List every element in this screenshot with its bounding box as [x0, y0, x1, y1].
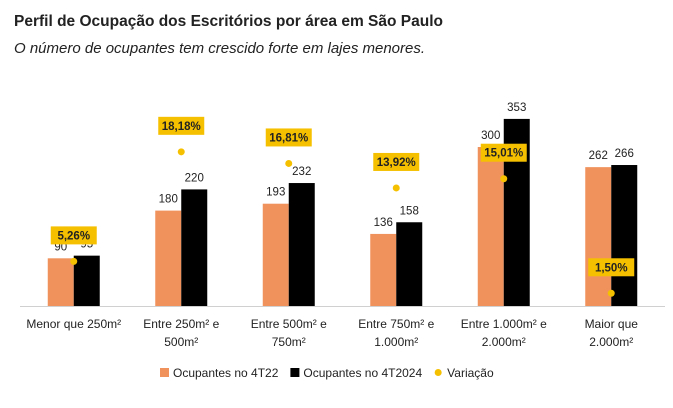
variation-label: 13,92%: [377, 157, 416, 169]
bar-label-4t2024: 220: [185, 172, 204, 184]
bar-label-4t22: 300: [481, 130, 500, 142]
variation-point: [392, 184, 400, 192]
variation-label: 15,01%: [484, 148, 523, 160]
bar-4t2024: [611, 165, 638, 306]
legend-swatch-variacao: [434, 369, 442, 376]
bar-4t2024: [73, 255, 100, 306]
bar-4t22: [155, 210, 182, 306]
bar-4t22: [585, 167, 612, 306]
variation-point: [285, 159, 293, 167]
variation-label: 16,81%: [269, 132, 308, 144]
bar-label-4t22: 180: [159, 194, 178, 206]
bar-4t22: [47, 258, 74, 306]
variation-point: [177, 148, 185, 156]
x-tick-label: 2.000m²: [482, 335, 526, 349]
chart-subtitle: O número de ocupantes tem crescido forte…: [14, 40, 426, 57]
variation-label-box: [265, 128, 312, 147]
x-tick-label: Menor que 250m²: [26, 317, 121, 331]
x-tick-label: Maior que: [585, 317, 639, 331]
x-tick-label: Entre 250m² e: [143, 317, 219, 331]
bar-4t22: [477, 147, 504, 306]
legend-label-4t2024: Ocupantes no 4T2024: [303, 366, 422, 380]
variation-point: [500, 175, 508, 183]
variation-label: 1,50%: [595, 262, 628, 274]
legend-swatch-4t2024: [290, 368, 300, 377]
bar-4t22: [262, 203, 289, 306]
variation-label-box: [158, 116, 205, 135]
x-tick-label: Entre 750m² e: [358, 317, 434, 331]
variation-point: [607, 289, 615, 297]
variation-label-box: [480, 143, 527, 162]
bar-4t22: [370, 233, 397, 306]
bar-label-4t2024: 353: [507, 102, 526, 114]
bar-4t2024: [181, 189, 208, 306]
x-tick-label: 500m²: [164, 335, 198, 349]
chart-title: Perfil de Ocupação dos Escritórios por á…: [14, 13, 443, 30]
bar-4t2024: [288, 183, 315, 306]
legend-swatch-4t22: [160, 368, 169, 377]
legend-label-4t22: Ocupantes no 4T22: [173, 366, 279, 380]
variation-label-box: [50, 226, 97, 245]
bar-label-4t22: 193: [266, 187, 285, 199]
bar-label-4t22: 136: [374, 217, 393, 229]
x-tick-label: Entre 1.000m² e: [461, 317, 547, 331]
bar-4t2024: [396, 222, 423, 306]
variation-label-box: [588, 258, 635, 277]
variation-label-box: [373, 152, 420, 171]
x-tick-label: 750m²: [272, 335, 306, 349]
x-tick-label: 2.000m²: [589, 335, 633, 349]
bar-label-4t22: 262: [589, 150, 608, 162]
bar-label-4t2024: 232: [292, 166, 311, 178]
x-tick-label: 1.000m²: [374, 335, 418, 349]
variation-label: 5,26%: [57, 230, 90, 242]
bar-label-4t2024: 266: [615, 148, 634, 160]
variation-point: [70, 257, 78, 265]
variation-label: 18,18%: [162, 121, 201, 133]
legend-label-variacao: Variação: [447, 366, 494, 380]
bar-label-4t2024: 158: [400, 205, 419, 217]
x-tick-label: Entre 500m² e: [251, 317, 327, 331]
